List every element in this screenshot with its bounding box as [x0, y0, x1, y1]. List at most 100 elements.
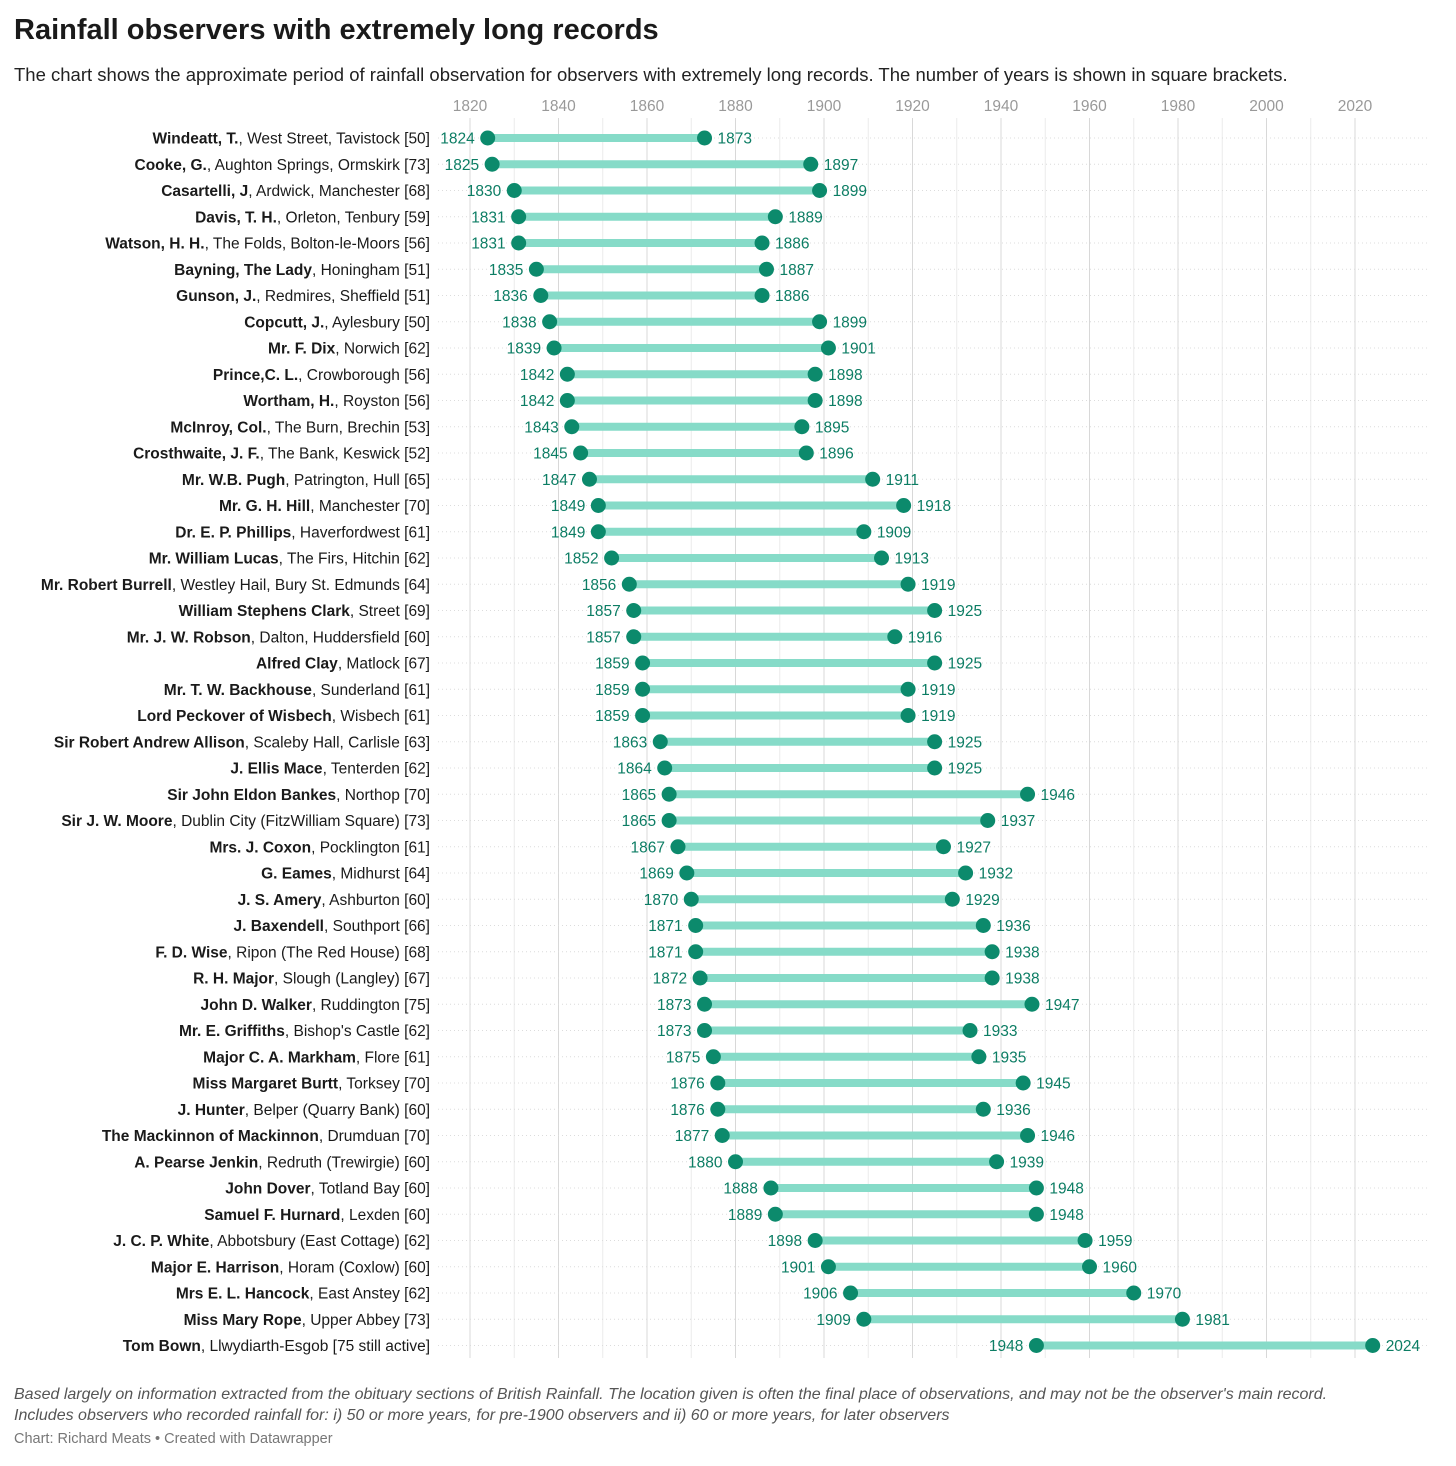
start-year-label: 1857 — [586, 629, 620, 646]
end-dot — [980, 813, 996, 828]
end-dot — [807, 393, 823, 408]
start-dot — [542, 314, 558, 330]
start-year-label: 1948 — [989, 1338, 1023, 1355]
end-year-label: 1899 — [833, 314, 867, 331]
end-dot — [927, 603, 943, 618]
end-dot — [758, 261, 774, 277]
x-tick-label: 1820 — [453, 98, 488, 115]
start-year-label: 1849 — [551, 524, 585, 541]
start-dot — [683, 891, 699, 907]
end-year-label: 1913 — [895, 551, 929, 568]
row-label: Sir John Eldon Bankes, Northop [70] — [167, 787, 430, 804]
start-year-label: 1876 — [670, 1102, 704, 1119]
row-label: John D. Walker, Ruddington [75] — [201, 997, 430, 1014]
observer-location: , Aylesbury [50] — [324, 314, 430, 331]
start-dot — [533, 288, 549, 303]
observer-name: J. S. Amery — [238, 892, 322, 909]
chart-subtitle: The chart shows the approximate period o… — [14, 64, 1288, 85]
start-year-label: 1877 — [675, 1128, 709, 1145]
end-dot — [1028, 1206, 1044, 1222]
end-dot — [984, 970, 1000, 986]
end-dot — [896, 498, 912, 513]
observer-location: , Abbotsbury (East Cottage) [62] — [209, 1233, 430, 1250]
row-label: Alfred Clay, Matlock [67] — [256, 656, 430, 673]
row-label: Crosthwaite, J. F., The Bank, Keswick [5… — [133, 446, 430, 463]
row-label: The Mackinnon of Mackinnon, Drumduan [70… — [102, 1128, 430, 1145]
end-year-label: 1919 — [921, 708, 955, 725]
start-year-label: 1857 — [586, 603, 620, 620]
end-dot — [1174, 1311, 1190, 1327]
row-label: Sir J. W. Moore, Dublin City (FitzWillia… — [61, 813, 430, 830]
start-year-label: 1909 — [816, 1312, 850, 1329]
row-label: Mr. F. Dix, Norwich [62] — [268, 341, 430, 358]
start-dot — [661, 813, 677, 828]
observer-name: A. Pearse Jenkin — [134, 1154, 258, 1171]
end-dot — [1015, 1075, 1031, 1091]
start-year-label: 1856 — [582, 577, 616, 594]
end-year-label: 1937 — [1001, 813, 1035, 830]
observer-location: , Flore [61] — [356, 1049, 430, 1066]
start-year-label: 1838 — [502, 314, 536, 331]
observer-name: The Mackinnon of Mackinnon — [102, 1128, 319, 1145]
observer-location: , The Folds, Bolton-le-Moors [56] — [205, 236, 430, 253]
end-dot — [975, 918, 991, 933]
start-dot — [506, 183, 522, 198]
start-dot — [564, 419, 580, 435]
row-label: Major C. A. Markham, Flore [61] — [203, 1049, 430, 1066]
start-dot — [480, 130, 496, 146]
start-dot — [697, 1023, 713, 1038]
start-dot — [626, 629, 642, 645]
observer-name: Sir Robert Andrew Allison — [54, 734, 245, 751]
observer-location: , Redmires, Sheffield [51] — [256, 288, 430, 305]
end-dot — [900, 708, 916, 723]
x-tick-label: 1940 — [984, 98, 1019, 115]
start-year-label: 1859 — [595, 682, 629, 699]
end-dot — [1020, 1128, 1036, 1143]
observer-location: , Southport [66] — [324, 918, 430, 935]
observer-name: Mr. Robert Burrell — [41, 577, 172, 594]
end-dot — [794, 419, 810, 435]
observer-name: Prince,C. L. — [213, 367, 298, 384]
observer-location: , West Street, Tavistock [50] — [238, 131, 430, 148]
end-year-label: 1898 — [828, 367, 862, 384]
notes-line-2: Includes observers who recorded rainfall… — [14, 1407, 950, 1424]
observer-location: , Westley Hail, Bury St. Edmunds [64] — [172, 577, 430, 594]
row-label: J. Hunter, Belper (Quarry Bank) [60] — [178, 1102, 430, 1119]
end-year-label: 1919 — [921, 682, 955, 699]
observer-name: Mr. W.B. Pugh — [182, 472, 285, 489]
start-dot — [843, 1285, 859, 1301]
end-year-label: 1945 — [1036, 1076, 1070, 1093]
end-dot — [754, 288, 770, 303]
observer-location: , Totland Bay [60] — [311, 1181, 431, 1198]
end-dot — [1020, 786, 1036, 802]
observer-name: Mrs E. L. Hancock — [176, 1286, 310, 1303]
end-year-label: 1970 — [1147, 1286, 1182, 1303]
start-year-label: 1859 — [595, 708, 629, 725]
end-year-label: 1936 — [996, 1102, 1030, 1119]
start-year-label: 1870 — [644, 892, 679, 909]
observer-location: , Northop [70] — [336, 787, 430, 804]
start-year-label: 1835 — [489, 262, 523, 279]
start-year-label: 1825 — [445, 157, 479, 174]
observer-name: Major C. A. Markham — [203, 1049, 356, 1066]
observer-name: Mr. William Lucas — [149, 551, 279, 568]
start-dot — [511, 235, 527, 251]
x-tick-label: 1860 — [630, 98, 665, 115]
row-label: Sir Robert Andrew Allison, Scaleby Hall,… — [54, 734, 430, 751]
end-year-label: 1938 — [1005, 944, 1039, 961]
start-dot — [528, 261, 544, 277]
row-label: Wortham, H., Royston [56] — [243, 393, 430, 410]
end-year-label: 1948 — [1049, 1207, 1083, 1224]
start-year-label: 1831 — [471, 236, 505, 253]
observer-location: , Dalton, Huddersfield [60] — [251, 629, 430, 646]
x-tick-label: 1980 — [1161, 98, 1196, 115]
observer-location: , Redruth (Trewirgie) [60] — [258, 1154, 430, 1171]
end-dot — [989, 1154, 1005, 1170]
observer-name: Mr. E. Griffiths — [179, 1023, 285, 1040]
start-dot — [635, 681, 651, 697]
row-label: Samuel F. Hurnard, Lexden [60] — [204, 1207, 430, 1224]
start-year-label: 1873 — [657, 997, 691, 1014]
start-year-label: 1859 — [595, 656, 629, 673]
end-year-label: 1959 — [1098, 1233, 1132, 1250]
end-dot — [856, 524, 872, 540]
